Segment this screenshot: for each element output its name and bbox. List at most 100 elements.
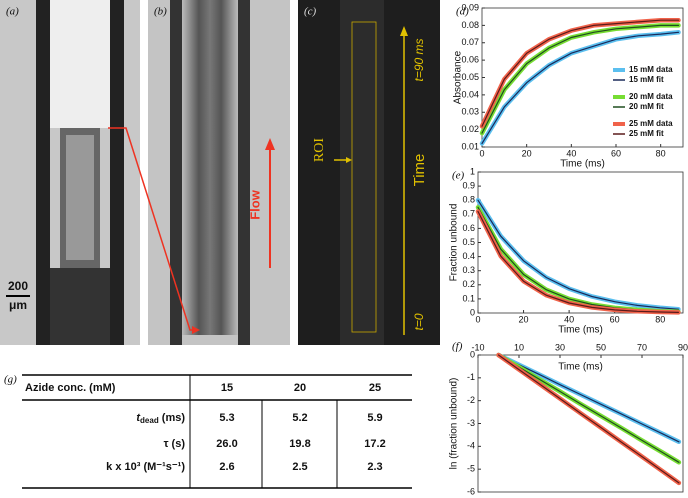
y-tick-label: 0.3 [462,265,475,275]
header-cell: 25 [369,382,381,394]
x-tick-label: 40 [566,148,576,158]
series-line [475,209,681,315]
x-tick-label: 80 [656,148,666,158]
y-tick-label: 0.9 [462,180,475,190]
y-tick-label: 0.01 [461,141,479,151]
y-tick-label: 0.05 [461,72,479,82]
y-tick-label: 0.1 [462,293,475,303]
table-cell: 5.9 [367,412,382,424]
legend-label: 20 mM data [629,92,673,101]
time-label: Time [411,154,428,187]
y-tick-label: 0 [470,349,475,359]
series-line [481,24,680,134]
roi-label: ROI [312,138,327,162]
y-tick-label: 0.08 [461,20,479,30]
y-tick-label: 0.03 [461,107,479,117]
x-tick-label: 50 [596,342,606,352]
series-line [475,205,681,314]
time-end: t=90 ms [412,38,426,81]
series-line [477,199,679,310]
panel-label: (a) [6,6,19,18]
panel-label: (e) [452,170,465,182]
x-tick-label: 90 [678,342,688,352]
y-tick-label: 0 [470,307,475,317]
table-cell: 2.5 [292,461,307,473]
x-tick-label: 10 [514,342,524,352]
panel-label: (b) [154,6,167,18]
row-label-part: τ (s) [164,438,186,450]
table: (g) Azide conc. (mM) 15 20 25 tdead (ms) 5.3 5… [4,374,412,489]
flow-label: Flow [247,189,262,219]
legend-label: 15 mM data [629,65,673,74]
series-line [497,354,680,463]
panel-label: (f) [452,341,463,353]
y-tick-label: 0.5 [462,237,475,247]
legend-label: 15 mM fit [629,75,664,84]
y-axis-label: ln (fraction unbound) [449,378,460,470]
y-tick-label: -4 [467,441,475,451]
series-line [497,354,680,443]
legend-label: 25 mM data [629,119,673,128]
panel-label: (d) [456,6,469,18]
table-cell: 17.2 [364,438,385,450]
series-line [477,210,679,313]
panel-b: (b) Flow [148,0,290,345]
y-axis-label: Absorbance [453,50,464,104]
x-tick-label: 80 [655,314,665,324]
y-tick-label: 0.8 [462,195,475,205]
y-tick-label: 0.2 [462,279,475,289]
x-tick-label: 20 [522,148,532,158]
y-tick-label: 0.7 [462,209,475,219]
panel-label: (g) [4,374,17,386]
x-tick-label: 30 [555,342,565,352]
x-axis-label: Time (ms) [558,362,603,373]
y-tick-label: 0.02 [461,124,479,134]
scale-value: 200 [8,279,28,293]
y-tick-label: 1 [470,166,475,176]
header-cell: 20 [294,382,306,394]
x-tick-label: 0 [479,148,484,158]
legend-label: 25 mM fit [629,129,664,138]
plot-frame [477,354,684,493]
y-tick-label: -1 [467,372,475,382]
table-cell: 2.6 [219,461,234,473]
series-line [481,31,680,145]
y-axis-label: Fraction unbound [449,204,460,282]
chart: (f) 0 -1 -2 -3 -4 -5 -6 -10 10 30 50 70 90 Time (ms) ln… [449,341,688,497]
y-tick-label: 0.6 [462,223,475,233]
panel-a: (a) 200 μm [0,0,140,345]
x-tick-label: 60 [611,148,621,158]
y-tick-label: -6 [467,486,475,496]
x-tick-label: 20 [519,314,529,324]
legend-label: 20 mM fit [629,102,664,111]
y-tick-label: 0.4 [462,251,475,261]
y-tick-label: 0.09 [461,2,479,12]
chart: (e) 0 0.1 0.2 0.3 0.4 0.5 0.6 0.7 0.8 0.9 1 0 20 40 60 8… [449,166,684,336]
time-start: t=0 [412,313,426,330]
row-label: τ (s) [164,438,186,450]
panel-c: (c) ROI Time t=90 ms t=0 [298,0,440,345]
row-label-part: dead [140,416,159,425]
y-tick-label: -3 [467,418,475,428]
table-cell: 5.2 [292,412,307,424]
series-line [481,19,680,127]
y-tick-label: 0.06 [461,55,479,65]
x-tick-label: -10 [471,342,484,352]
table-cell: 19.8 [289,438,310,450]
x-tick-label: 60 [610,314,620,324]
row-label: tdead (ms) [136,412,185,425]
series-line [497,354,680,484]
header-cell: 15 [221,382,233,394]
table-cell: 2.3 [367,461,382,473]
row-label-part: t [136,412,141,424]
y-tick-label: -5 [467,464,475,474]
y-tick-label: 0.07 [461,37,479,47]
chart: (d) 0.01 0.02 0.03 0.04 0.05 0.06 0.07 0.08 0.09 0… [453,2,684,170]
table-cell: 5.3 [219,412,234,424]
x-axis-label: Time (ms) [560,159,605,170]
row-label-part: (ms) [159,412,186,424]
panel-label: (c) [304,6,317,18]
row-label: k x 10³ (M⁻¹s⁻¹) [106,461,185,473]
header-cell: Azide conc. (mM) [25,382,116,394]
